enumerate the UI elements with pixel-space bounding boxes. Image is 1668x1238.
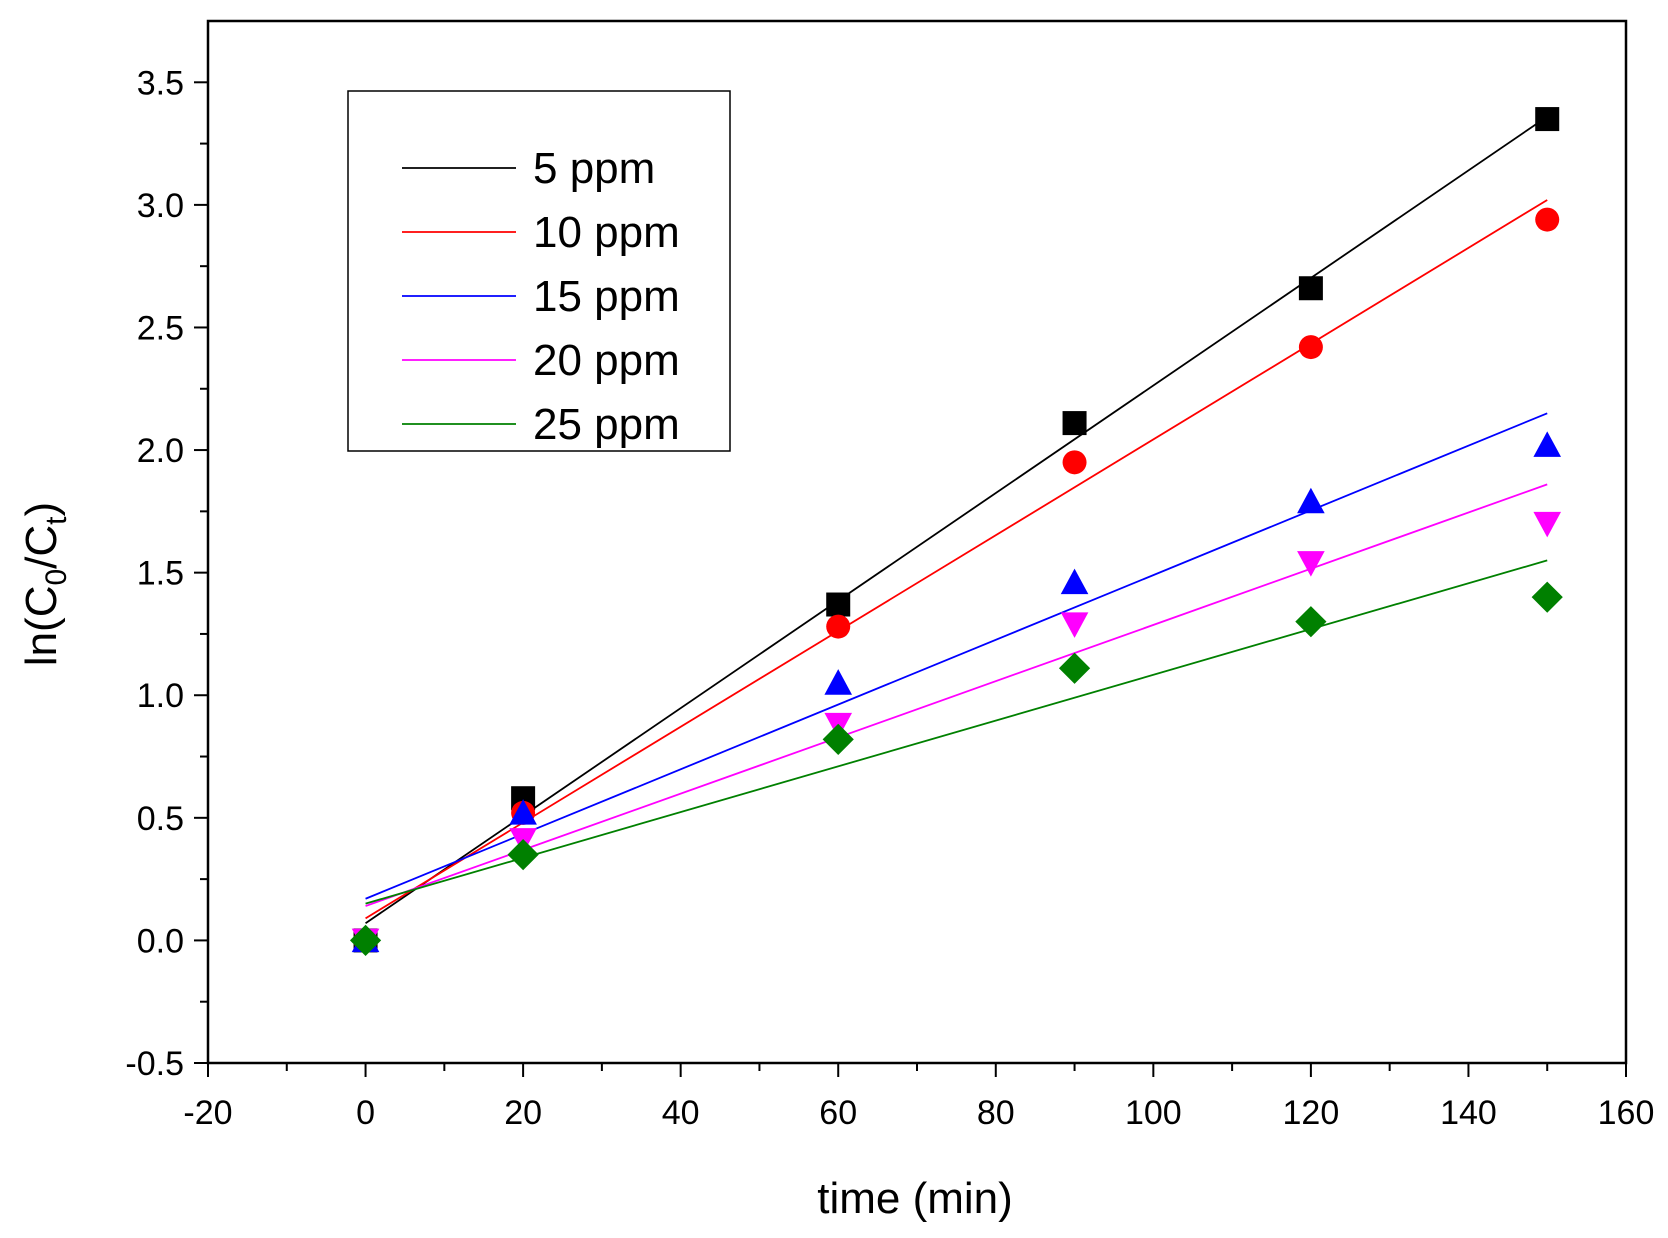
fit-line-10-ppm	[365, 199, 1548, 920]
data-point-20-ppm	[1060, 612, 1089, 638]
data-point-10-ppm	[1535, 207, 1560, 232]
data-point-25-ppm	[1531, 581, 1563, 613]
fit-line-25-ppm	[365, 559, 1548, 905]
x-tick-label: 140	[1440, 1094, 1497, 1132]
data-point-15-ppm	[824, 669, 853, 695]
data-point-5-ppm	[1298, 276, 1323, 301]
data-point-15-ppm	[509, 799, 537, 825]
legend-label-5-ppm: 5 ppm	[533, 144, 655, 193]
fit-line-20-ppm	[365, 483, 1548, 907]
y-tick-label: 1.5	[137, 555, 184, 593]
data-point-25-ppm	[1295, 606, 1327, 638]
x-tick-label: 120	[1283, 1094, 1340, 1132]
y-tick-label: -0.5	[125, 1045, 184, 1083]
x-tick-label: 100	[1125, 1094, 1182, 1132]
axes: -20 0 20 40 60 80 100 120 140 160 -0.5 0.0 0.5 1.0 1.5…	[125, 19, 1655, 1132]
y-axis-title: ln(C0/Ct)	[17, 502, 73, 666]
y-tick-label: 1.0	[137, 677, 184, 715]
data-point-10-ppm	[826, 614, 851, 639]
x-tick-label: 80	[977, 1094, 1015, 1132]
x-tick-label: 60	[819, 1094, 857, 1132]
x-tick-label: 160	[1598, 1094, 1655, 1132]
y-tick-label: 0.0	[137, 922, 184, 960]
y-tick-label: 0.5	[137, 800, 184, 838]
data-point-10-ppm	[1062, 450, 1087, 475]
data-point-5-ppm	[826, 592, 851, 617]
legend-box	[347, 90, 731, 452]
data-point-5-ppm	[1535, 107, 1560, 132]
data-point-25-ppm	[507, 839, 539, 871]
legend-label-25-ppm: 25 ppm	[533, 400, 680, 449]
y-tick-label: 3.5	[137, 64, 184, 102]
data-point-5-ppm	[1062, 411, 1087, 436]
data-point-20-ppm	[1533, 511, 1562, 538]
legend-label-20-ppm: 20 ppm	[533, 336, 680, 385]
fit-line-15-ppm	[365, 412, 1548, 900]
x-tick-label: 40	[662, 1094, 700, 1132]
x-tick-label: 20	[504, 1094, 542, 1132]
y-tick-label: 2.0	[137, 432, 184, 470]
data-point-15-ppm	[1297, 487, 1325, 514]
y-tick-label: 3.0	[137, 187, 184, 225]
x-tick-label: 0	[356, 1094, 375, 1132]
data-point-25-ppm	[822, 723, 854, 755]
fit-line-5-ppm	[365, 115, 1548, 924]
data-point-20-ppm	[1297, 551, 1325, 577]
plot-area	[349, 107, 1563, 957]
data-point-25-ppm	[349, 924, 382, 957]
data-point-10-ppm	[1298, 335, 1323, 360]
legend-label-10-ppm: 10 ppm	[533, 208, 680, 257]
x-tick-label: -20	[183, 1094, 232, 1132]
legend: 5 ppm 10 ppm 15 ppm 20 ppm 25 ppm	[347, 90, 731, 452]
y-tick-label: 2.5	[137, 309, 184, 347]
data-point-15-ppm	[1060, 568, 1089, 595]
x-axis-title: time (min)	[817, 1174, 1013, 1223]
legend-label-15-ppm: 15 ppm	[533, 272, 680, 321]
data-point-15-ppm	[1533, 431, 1562, 457]
data-point-25-ppm	[1058, 652, 1091, 684]
